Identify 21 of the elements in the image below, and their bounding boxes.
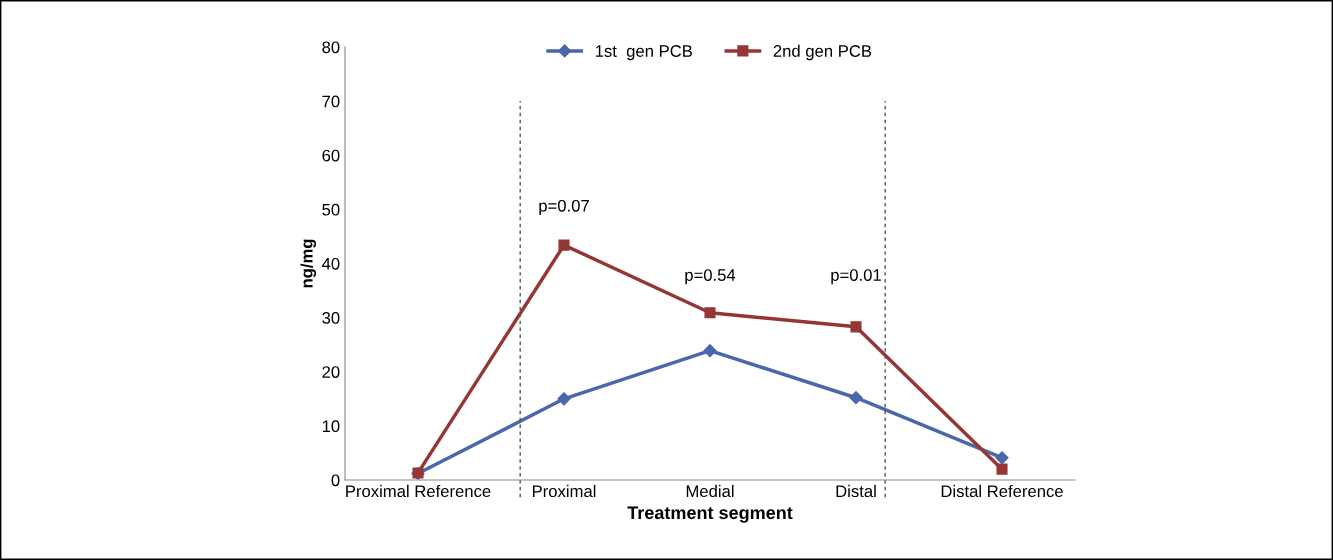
y-tick-label: 20: [322, 366, 340, 378]
y-tick-label: 50: [322, 203, 340, 216]
y-tick-label: 30: [322, 312, 340, 324]
x-axis-title: Treatment segment: [627, 506, 793, 523]
x-tick-label: Proximal: [532, 484, 596, 498]
y-tick-label: 0: [331, 474, 340, 487]
y-tick-label: 40: [321, 257, 340, 270]
y-tick-label: 60: [322, 149, 340, 162]
y-tick-label: 10: [322, 420, 340, 433]
annotation: p=0.01: [831, 269, 881, 285]
y-tick-label: 80: [322, 41, 340, 54]
legend-label: 2nd gen PCB: [773, 44, 872, 61]
legend-label: 1st gen PCB: [595, 45, 692, 61]
x-tick-label: Distal Reference: [941, 484, 1063, 498]
x-tick-label: Proximal Reference: [346, 484, 491, 498]
x-tick-label: Distal: [836, 484, 876, 498]
y-tick-label: 70: [322, 95, 340, 108]
annotation: p=0.07: [539, 199, 589, 215]
y-axis-title: ng/mg: [300, 239, 317, 288]
x-tick-label: Medial: [686, 484, 734, 498]
annotation: p=0.54: [685, 269, 736, 285]
